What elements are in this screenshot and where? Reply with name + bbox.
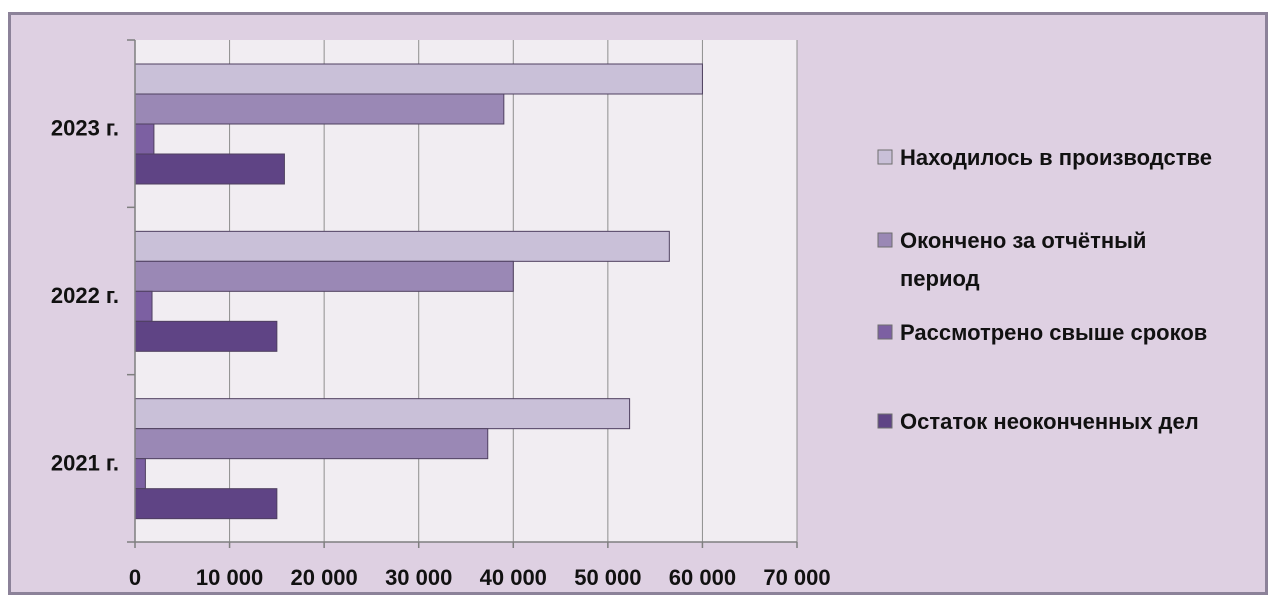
- legend-swatch: [877, 324, 893, 340]
- legend-swatch: [877, 413, 893, 429]
- bar: [134, 320, 278, 352]
- legend-swatch: [877, 232, 893, 248]
- legend-label: Окончено за отчётный: [900, 228, 1146, 253]
- legend-swatch: [877, 149, 893, 165]
- x-tick-label: 70 000: [763, 565, 830, 590]
- legend-label: Рассмотрено свыше сроков: [900, 320, 1207, 345]
- bar: [134, 290, 153, 322]
- category-label: 2022 г.: [51, 283, 119, 308]
- legend-label: период: [900, 266, 980, 291]
- legend-label: Находилось в производстве: [900, 145, 1212, 170]
- bar: [134, 398, 631, 430]
- legend-label: Остаток неоконченных дел: [900, 409, 1199, 434]
- x-tick-label: 10 000: [196, 565, 263, 590]
- x-tick-label: 20 000: [290, 565, 357, 590]
- bar: [134, 153, 285, 185]
- bar: [134, 63, 703, 95]
- bar: [134, 458, 146, 490]
- category-label: 2023 г.: [51, 116, 119, 141]
- category-label: 2021 г.: [51, 450, 119, 475]
- bar: [134, 93, 505, 125]
- bar: [134, 123, 155, 155]
- x-tick-label: 40 000: [480, 565, 547, 590]
- x-tick-label: 60 000: [669, 565, 736, 590]
- bar: [134, 230, 670, 262]
- x-tick-label: 0: [129, 565, 141, 590]
- bar: [134, 488, 278, 520]
- bar: [134, 428, 489, 460]
- bar: [134, 260, 514, 292]
- x-tick-label: 30 000: [385, 565, 452, 590]
- x-tick-label: 50 000: [574, 565, 641, 590]
